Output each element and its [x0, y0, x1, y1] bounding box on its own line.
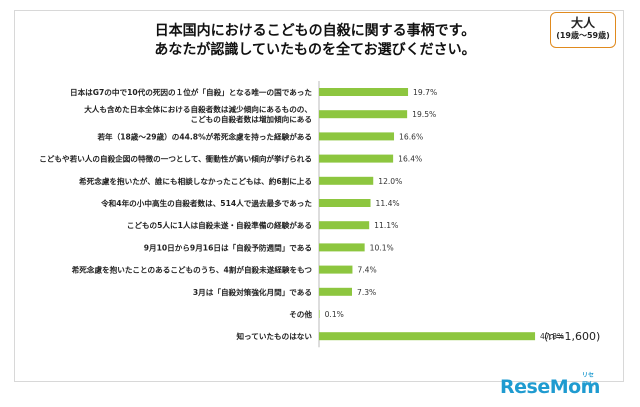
bar [319, 265, 353, 274]
badge-age-range: (19歳～59歳) [556, 31, 610, 40]
category-label: 大人も含めた日本全体における自殺者数は減少傾向にあるものの、こどもの自殺者数は増… [84, 104, 312, 124]
category-label: 若年（18歳～29歳）の44.8%が希死念慮を持った経験がある [96, 131, 312, 141]
category-label: 令和4年の小中高生の自殺者数は、514人で過去最多であった [100, 198, 312, 208]
value-label: 16.4% [398, 155, 422, 164]
badge-label: 大人 [570, 16, 595, 30]
chart-title: 日本国内におけるこどもの自殺に関する事柄です。 あなたが認識していたものを全てお… [150, 22, 480, 60]
title-line-1: 日本国内におけるこどもの自殺に関する事柄です。 [154, 23, 476, 39]
category-label: 知っていたものはない [236, 331, 312, 341]
resemom-logo: ReseMom リセマム [500, 372, 600, 398]
bar [319, 287, 352, 296]
bar [319, 199, 371, 207]
sample-size-note: (n=1,600) [544, 330, 601, 343]
value-label: 12.0% [378, 177, 402, 186]
category-label: 日本はG7の中で10代の死因の１位が「自殺」となる唯一の国であった [70, 87, 312, 97]
respondent-badge: 大人 (19歳～59歳) [550, 12, 616, 48]
title-line-2: あなたが認識していたものを全てお選びください。 [154, 42, 476, 58]
bar [319, 221, 370, 230]
bar [319, 176, 374, 185]
value-label: 16.6% [399, 132, 423, 141]
value-label: 19.5% [412, 110, 436, 119]
category-label: 希死念慮を抱いたが、誰にも相談しなかったこどもは、約6割に上る [79, 176, 312, 186]
value-label: 47.8% [540, 332, 564, 341]
category-label: その他 [289, 309, 312, 319]
bar [319, 132, 395, 141]
value-label: 19.7% [413, 88, 437, 97]
category-label: こどもの5人に1人は自殺未遂・自殺準備の経験がある [127, 220, 312, 230]
value-label: 11.4% [376, 199, 400, 208]
logo-kana: リセマム [582, 372, 595, 388]
bar [319, 88, 409, 96]
value-label: 7.4% [357, 266, 376, 275]
bar [319, 332, 536, 341]
bar [319, 110, 408, 119]
category-label: こどもや若い人の自殺企図の特徴の一つとして、衝動性が高い傾向が挙げられる [39, 154, 312, 164]
category-label: 希死念慮を抱いたことのあるこどものうち、4割が自殺未遂経験をもつ [72, 265, 313, 275]
value-label: 10.1% [370, 243, 394, 252]
category-label: 3月は「自殺対策強化月間」である [193, 287, 312, 297]
bar [319, 243, 365, 252]
category-label: 9月10日から9月16日は「自殺予防週間」である [144, 242, 312, 252]
value-label: 7.3% [357, 288, 376, 297]
value-label: 11.1% [374, 221, 398, 230]
bar [319, 310, 320, 318]
logo-text: ReseMom [500, 376, 600, 398]
bar [319, 154, 394, 163]
value-label: 0.1% [325, 310, 344, 319]
